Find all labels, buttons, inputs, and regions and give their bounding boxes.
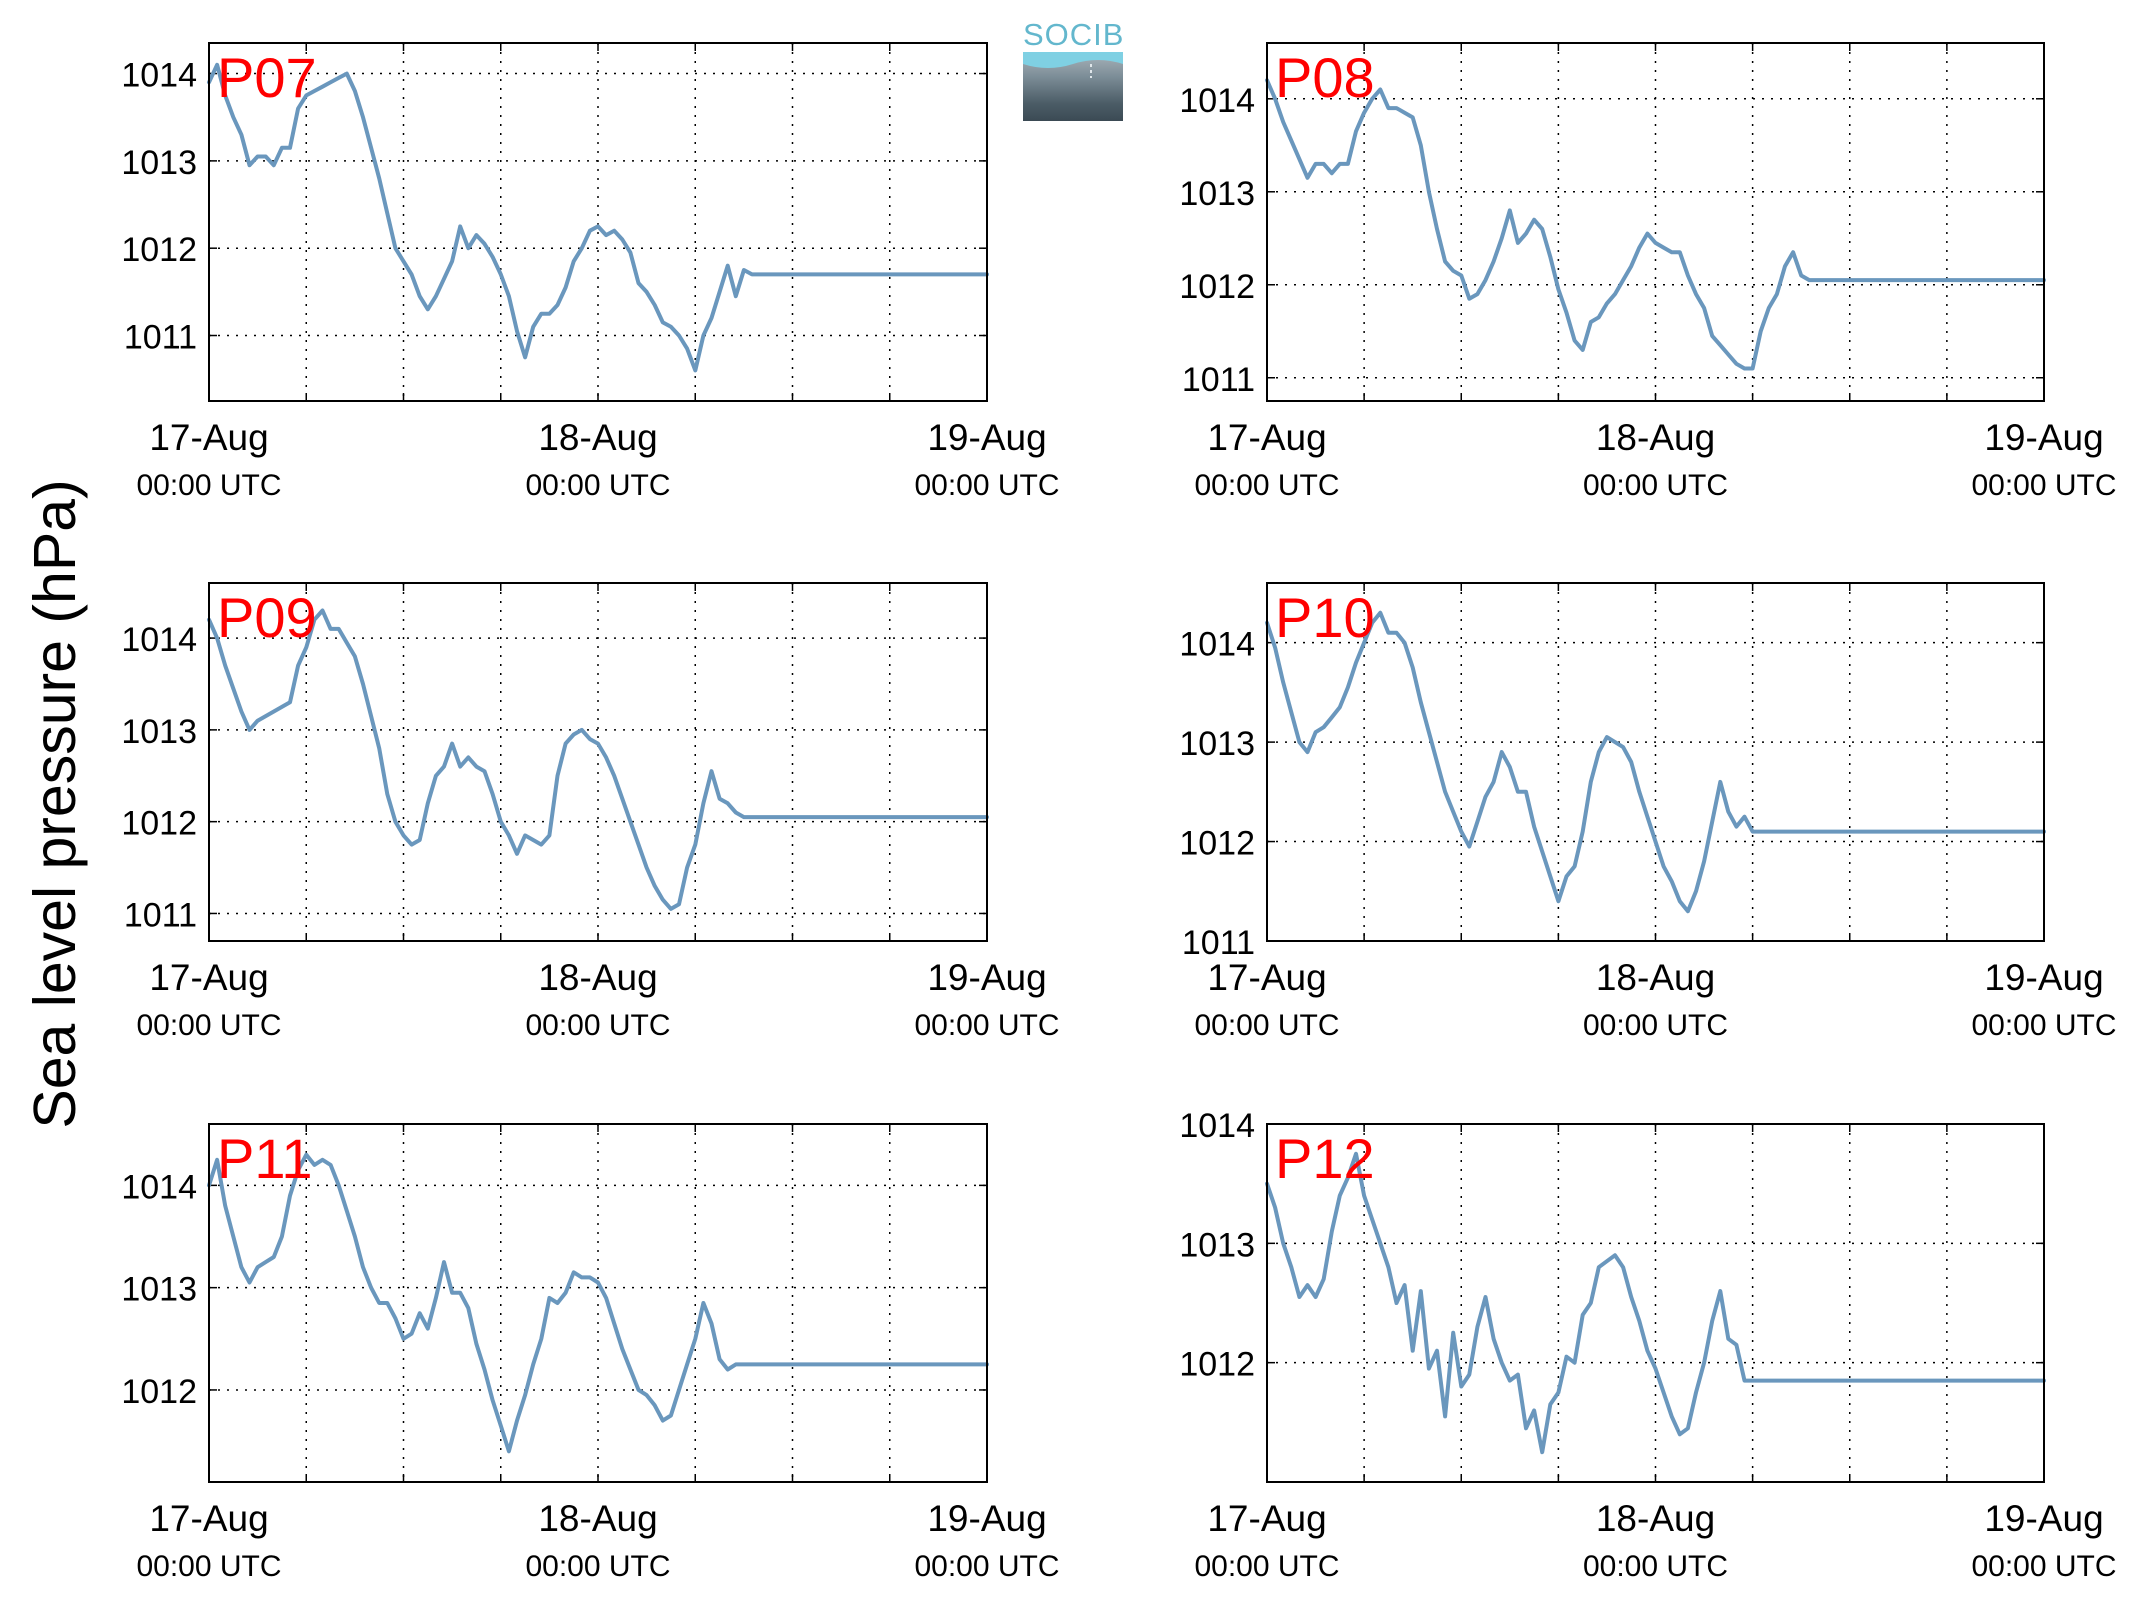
panel-p09-ytick-label: 1011 xyxy=(124,896,197,934)
panel-p09-ytick-label: 1014 xyxy=(121,621,197,659)
panel-p07-xtick-time: 00:00 UTC xyxy=(136,469,281,502)
panel-p10-ytick-label: 1013 xyxy=(1179,725,1255,763)
panel-p07-xtick-time: 00:00 UTC xyxy=(914,469,1059,502)
panel-p09-axes-frame xyxy=(208,582,988,942)
panel-p11-xtick-time: 00:00 UTC xyxy=(136,1550,281,1583)
panel-p08-ytick-label: 1012 xyxy=(1179,268,1255,306)
panel-p08-axes-frame xyxy=(1266,42,2045,402)
panel-p08-ytick-label: 1011 xyxy=(1182,361,1255,399)
panel-p07-xtick-date: 18-Aug xyxy=(538,417,657,458)
panel-p11-ytick-label: 1013 xyxy=(121,1271,197,1309)
socib-logo: SOCIB xyxy=(1023,17,1123,121)
panel-p09-xtick-date: 19-Aug xyxy=(927,957,1046,998)
panel-p12-xtick-time: 00:00 UTC xyxy=(1971,1550,2116,1583)
panel-p11-xtick-time: 00:00 UTC xyxy=(914,1550,1059,1583)
panel-p07-axes-frame xyxy=(208,42,988,402)
panel-p10-xtick-date: 17-Aug xyxy=(1207,957,1326,998)
panel-p12-xtick-date: 18-Aug xyxy=(1596,1498,1715,1539)
panel-p09-ytick-label: 1012 xyxy=(121,805,197,843)
panel-p12-title: P12 xyxy=(1275,1127,1375,1190)
panel-p10-ytick-label: 1012 xyxy=(1179,825,1255,863)
panel-p08-series-line xyxy=(1265,78,2046,371)
panel-p09-xtick-date: 17-Aug xyxy=(149,957,268,998)
panel-p07-title: P07 xyxy=(217,46,317,109)
panel-p10-xtick-time: 00:00 UTC xyxy=(1583,1009,1728,1042)
panel-p07-ytick-label: 1012 xyxy=(121,231,197,269)
panel-p12-ytick-label: 1013 xyxy=(1179,1226,1255,1264)
panel-p07-ytick-label: 1013 xyxy=(121,144,197,182)
panel-p11-xtick-date: 17-Aug xyxy=(149,1498,268,1539)
panel-p10-ytick-label: 1014 xyxy=(1179,626,1255,664)
panel-p12-xtick-time: 00:00 UTC xyxy=(1583,1550,1728,1583)
panel-p11-ytick-label: 1014 xyxy=(121,1168,197,1206)
panel-p11-xtick-date: 19-Aug xyxy=(927,1498,1046,1539)
panel-p10-series-line xyxy=(1265,610,2046,914)
panel-p10-xtick-date: 18-Aug xyxy=(1596,957,1715,998)
y-axis-label: Sea level pressure (hPa) xyxy=(22,479,88,1129)
panel-p11-title: P11 xyxy=(217,1127,312,1190)
panel-p07-ytick-label: 1014 xyxy=(121,57,197,95)
panel-p07-xtick-time: 00:00 UTC xyxy=(525,469,670,502)
panel-p09-xtick-time: 00:00 UTC xyxy=(136,1009,281,1042)
panel-p07-xtick-date: 19-Aug xyxy=(927,417,1046,458)
panel-p08-title: P08 xyxy=(1275,46,1375,109)
panel-p12-xtick-time: 00:00 UTC xyxy=(1194,1550,1339,1583)
panel-p10-xtick-time: 00:00 UTC xyxy=(1194,1009,1339,1042)
panel-p08-xtick-time: 00:00 UTC xyxy=(1583,469,1728,502)
panel-p10-axes-frame xyxy=(1266,582,2045,942)
panel-p08-xtick-time: 00:00 UTC xyxy=(1194,469,1339,502)
panel-p11-xtick-date: 18-Aug xyxy=(538,1498,657,1539)
panel-p08-xtick-date: 19-Aug xyxy=(1984,417,2103,458)
panel-p09-xtick-time: 00:00 UTC xyxy=(525,1009,670,1042)
panel-p08-xtick-time: 00:00 UTC xyxy=(1971,469,2116,502)
panel-p09-title: P09 xyxy=(217,586,317,649)
panel-p08-ytick-label: 1013 xyxy=(1179,175,1255,213)
panel-p12-series-line xyxy=(1265,1151,2046,1455)
panel-p07-xtick-date: 17-Aug xyxy=(149,417,268,458)
socib-logo-text: SOCIB xyxy=(1023,17,1125,52)
panel-p08-xtick-date: 18-Aug xyxy=(1596,417,1715,458)
socib-logo-wave xyxy=(1023,52,1123,78)
panel-p09-xtick-date: 18-Aug xyxy=(538,957,657,998)
panel-p12-ytick-label: 1014 xyxy=(1179,1107,1255,1145)
panel-p11-ytick-label: 1012 xyxy=(121,1373,197,1411)
panel-p11-axes-frame xyxy=(208,1123,988,1483)
panel-p07-ytick-label: 1011 xyxy=(124,319,197,357)
panel-p12-axes-frame xyxy=(1266,1123,2045,1483)
panel-p09-series-line xyxy=(207,608,989,911)
panel-p10-title: P10 xyxy=(1275,586,1375,649)
panel-p08-xtick-date: 17-Aug xyxy=(1207,417,1326,458)
panel-p11-series-line xyxy=(207,1152,989,1454)
panel-p10-xtick-time: 00:00 UTC xyxy=(1971,1009,2116,1042)
panel-p07-series-line xyxy=(207,62,989,373)
panel-p09-ytick-label: 1013 xyxy=(121,713,197,751)
panel-p12-ytick-label: 1012 xyxy=(1179,1346,1255,1384)
panel-p10-ytick-label: 1011 xyxy=(1182,924,1255,962)
panel-p08-ytick-label: 1014 xyxy=(1179,82,1255,120)
panel-p11-xtick-time: 00:00 UTC xyxy=(525,1550,670,1583)
panel-p12-xtick-date: 19-Aug xyxy=(1984,1498,2103,1539)
panel-p09-xtick-time: 00:00 UTC xyxy=(914,1009,1059,1042)
panel-p10-xtick-date: 19-Aug xyxy=(1984,957,2103,998)
panel-p12-xtick-date: 17-Aug xyxy=(1207,1498,1326,1539)
